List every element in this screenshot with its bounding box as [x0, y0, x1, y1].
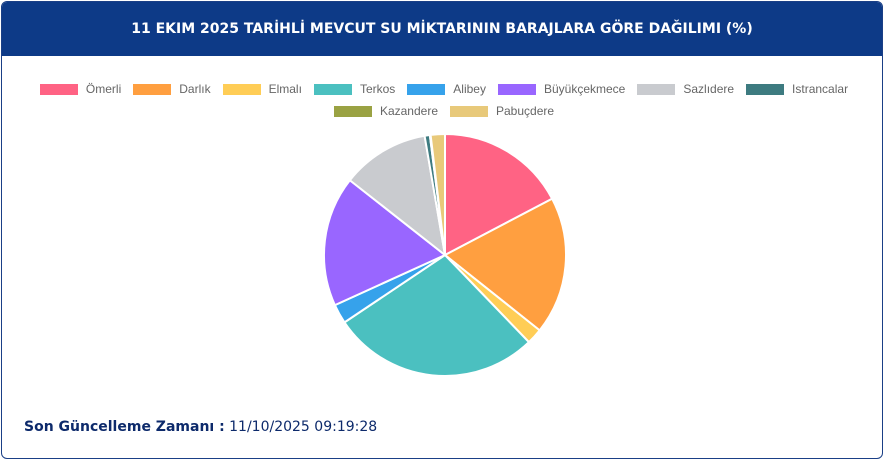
legend-label: Ömerli — [85, 82, 122, 96]
legend-item: Istrancalar — [746, 82, 848, 96]
pie-slice — [323, 178, 447, 307]
legend-swatch — [333, 105, 372, 117]
legend-swatch — [450, 105, 488, 117]
legend-item: Elmalı — [222, 82, 302, 96]
chart-title: 11 EKIM 2025 TARİHLİ MEVCUT SU MİKTARINI… — [2, 2, 882, 56]
legend-item: Kazandere — [333, 104, 438, 118]
legend-item: Ömerli — [39, 82, 122, 96]
legend-swatch — [222, 83, 261, 95]
legend-item: Darlık — [133, 82, 211, 96]
legend-swatch — [133, 83, 172, 95]
legend-label: Pabuçdere — [496, 104, 555, 118]
legend-swatch — [746, 83, 785, 95]
pie-chart — [323, 132, 567, 377]
legend-swatch — [313, 83, 352, 95]
legend-label: Istrancalar — [792, 82, 849, 96]
legend-swatch — [407, 83, 446, 95]
pie-slice — [443, 197, 567, 332]
footer-value: 11/10/2025 09:19:28 — [229, 419, 378, 435]
legend-label: Elmalı — [268, 82, 302, 96]
footer-label: Son Güncelleme Zamanı : — [24, 419, 225, 435]
pie-slice — [444, 132, 554, 257]
legend-label: Alibey — [453, 82, 486, 96]
legend-item: Alibey — [407, 82, 486, 96]
footer: Son Güncelleme Zamanı : 11/10/2025 09:19… — [24, 419, 377, 435]
legend-label: Büyükçekmece — [543, 82, 626, 96]
legend-item: Büyükçekmece — [497, 82, 626, 96]
legend-label: Kazandere — [379, 104, 438, 118]
legend-swatch — [39, 83, 78, 95]
legend-item: Sazlıdere — [637, 82, 734, 96]
chart-card: 11 EKIM 2025 TARİHLİ MEVCUT SU MİKTARINI… — [1, 1, 883, 459]
legend: Ömerli Darlık Elmalı Terkos Alibey Büyükçekme… — [36, 82, 852, 118]
pie-slice — [429, 132, 446, 256]
pie-slice — [348, 134, 447, 258]
legend-swatch — [497, 83, 536, 95]
legend-label: Terkos — [359, 82, 396, 96]
legend-label: Sazlıdere — [683, 82, 735, 96]
legend-item: Terkos — [313, 82, 396, 96]
pie-slice — [343, 253, 531, 377]
legend-swatch — [637, 83, 676, 95]
legend-label: Darlık — [179, 82, 211, 96]
legend-item: Pabuçdere — [450, 104, 554, 118]
